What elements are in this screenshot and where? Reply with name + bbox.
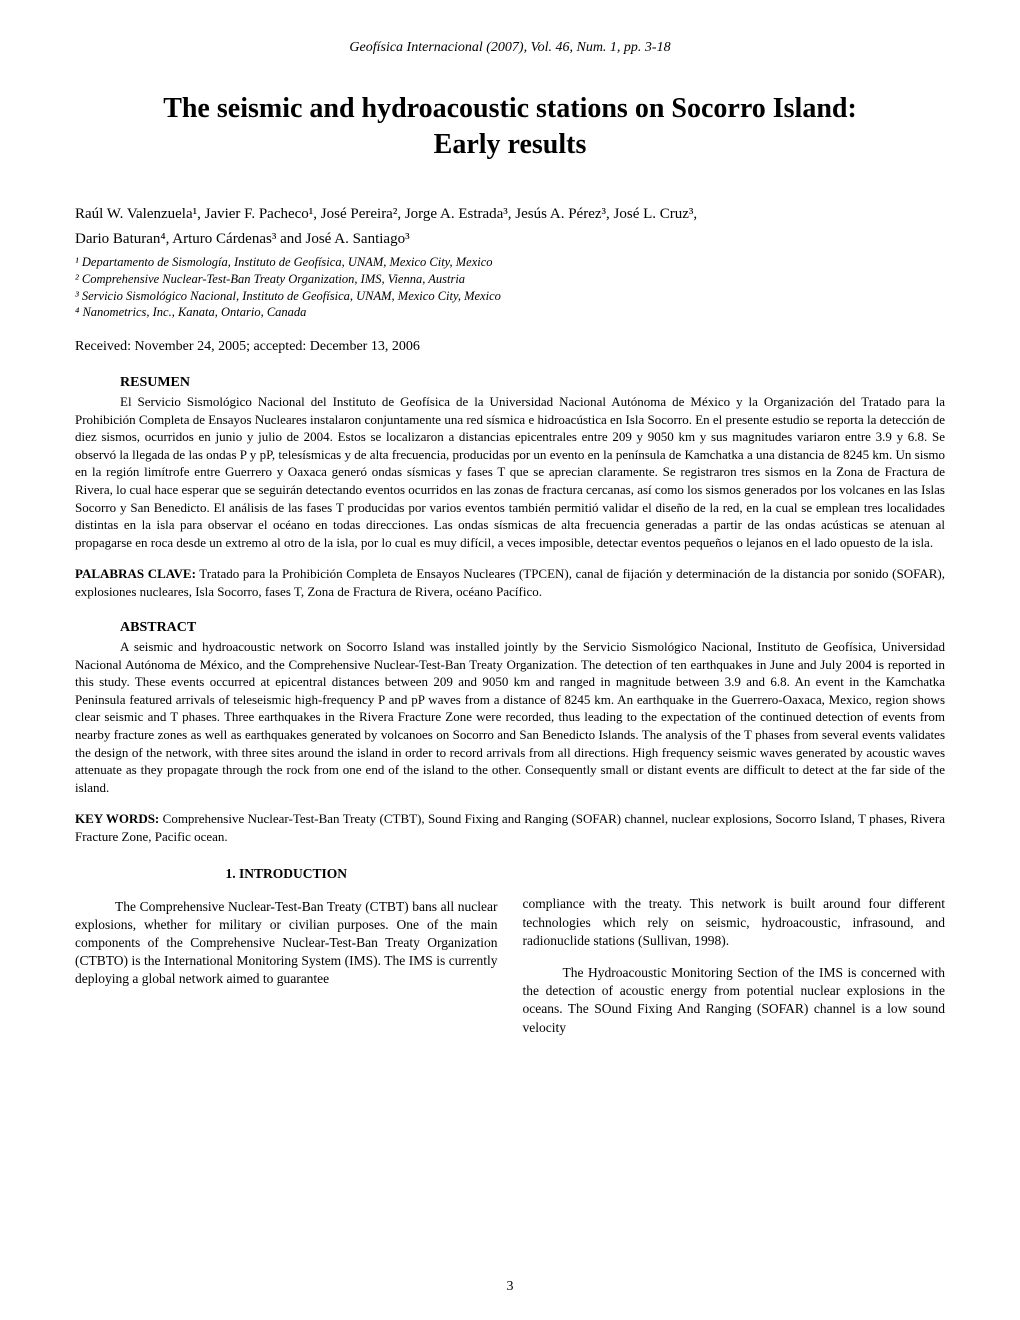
journal-header: Geofísica Internacional (2007), Vol. 46,… [75,40,945,56]
right-column: compliance with the treaty. This network… [523,865,946,1051]
palabras-clave-text: Tratado para la Prohibición Completa de … [75,566,945,599]
affiliation-2: ² Comprehensive Nuclear-Test-Ban Treaty … [75,271,945,288]
keywords: KEY WORDS: Comprehensive Nuclear-Test-Ba… [75,810,945,845]
keywords-label: KEY WORDS: [75,811,159,826]
two-column-body: 1. INTRODUCTION The Comprehensive Nuclea… [75,865,945,1051]
intro-right-para2: The Hydroacoustic Monitoring Section of … [523,964,946,1037]
abstract-heading: ABSTRACT [120,620,945,636]
affiliation-1: ¹ Departamento de Sismología, Instituto … [75,254,945,271]
palabras-clave: PALABRAS CLAVE: Tratado para la Prohibic… [75,565,945,600]
left-column: 1. INTRODUCTION The Comprehensive Nuclea… [75,865,498,1051]
intro-left-para: The Comprehensive Nuclear-Test-Ban Treat… [75,898,498,989]
keywords-text: Comprehensive Nuclear-Test-Ban Treaty (C… [75,811,945,844]
title-line2: Early results [434,129,587,160]
title-line1: The seismic and hydroacoustic stations o… [163,93,857,124]
page-number: 3 [507,1279,514,1295]
intro-right-para1: compliance with the treaty. This network… [523,895,946,950]
resumen-text: El Servicio Sismológico Nacional del Ins… [75,393,945,551]
affiliation-4: ⁴ Nanometrics, Inc., Kanata, Ontario, Ca… [75,304,945,321]
resumen-heading: RESUMEN [120,375,945,391]
article-title: The seismic and hydroacoustic stations o… [75,91,945,164]
affiliation-3: ³ Servicio Sismológico Nacional, Institu… [75,288,945,305]
authors-line1: Raúl W. Valenzuela¹, Javier F. Pacheco¹,… [75,204,945,225]
abstract-text: A seismic and hydroacoustic network on S… [75,638,945,796]
received-accepted-dates: Received: November 24, 2005; accepted: D… [75,339,945,355]
authors-line2: Dario Baturan⁴, Arturo Cárdenas³ and Jos… [75,229,945,250]
introduction-heading: 1. INTRODUCTION [75,865,498,883]
palabras-clave-label: PALABRAS CLAVE: [75,566,196,581]
